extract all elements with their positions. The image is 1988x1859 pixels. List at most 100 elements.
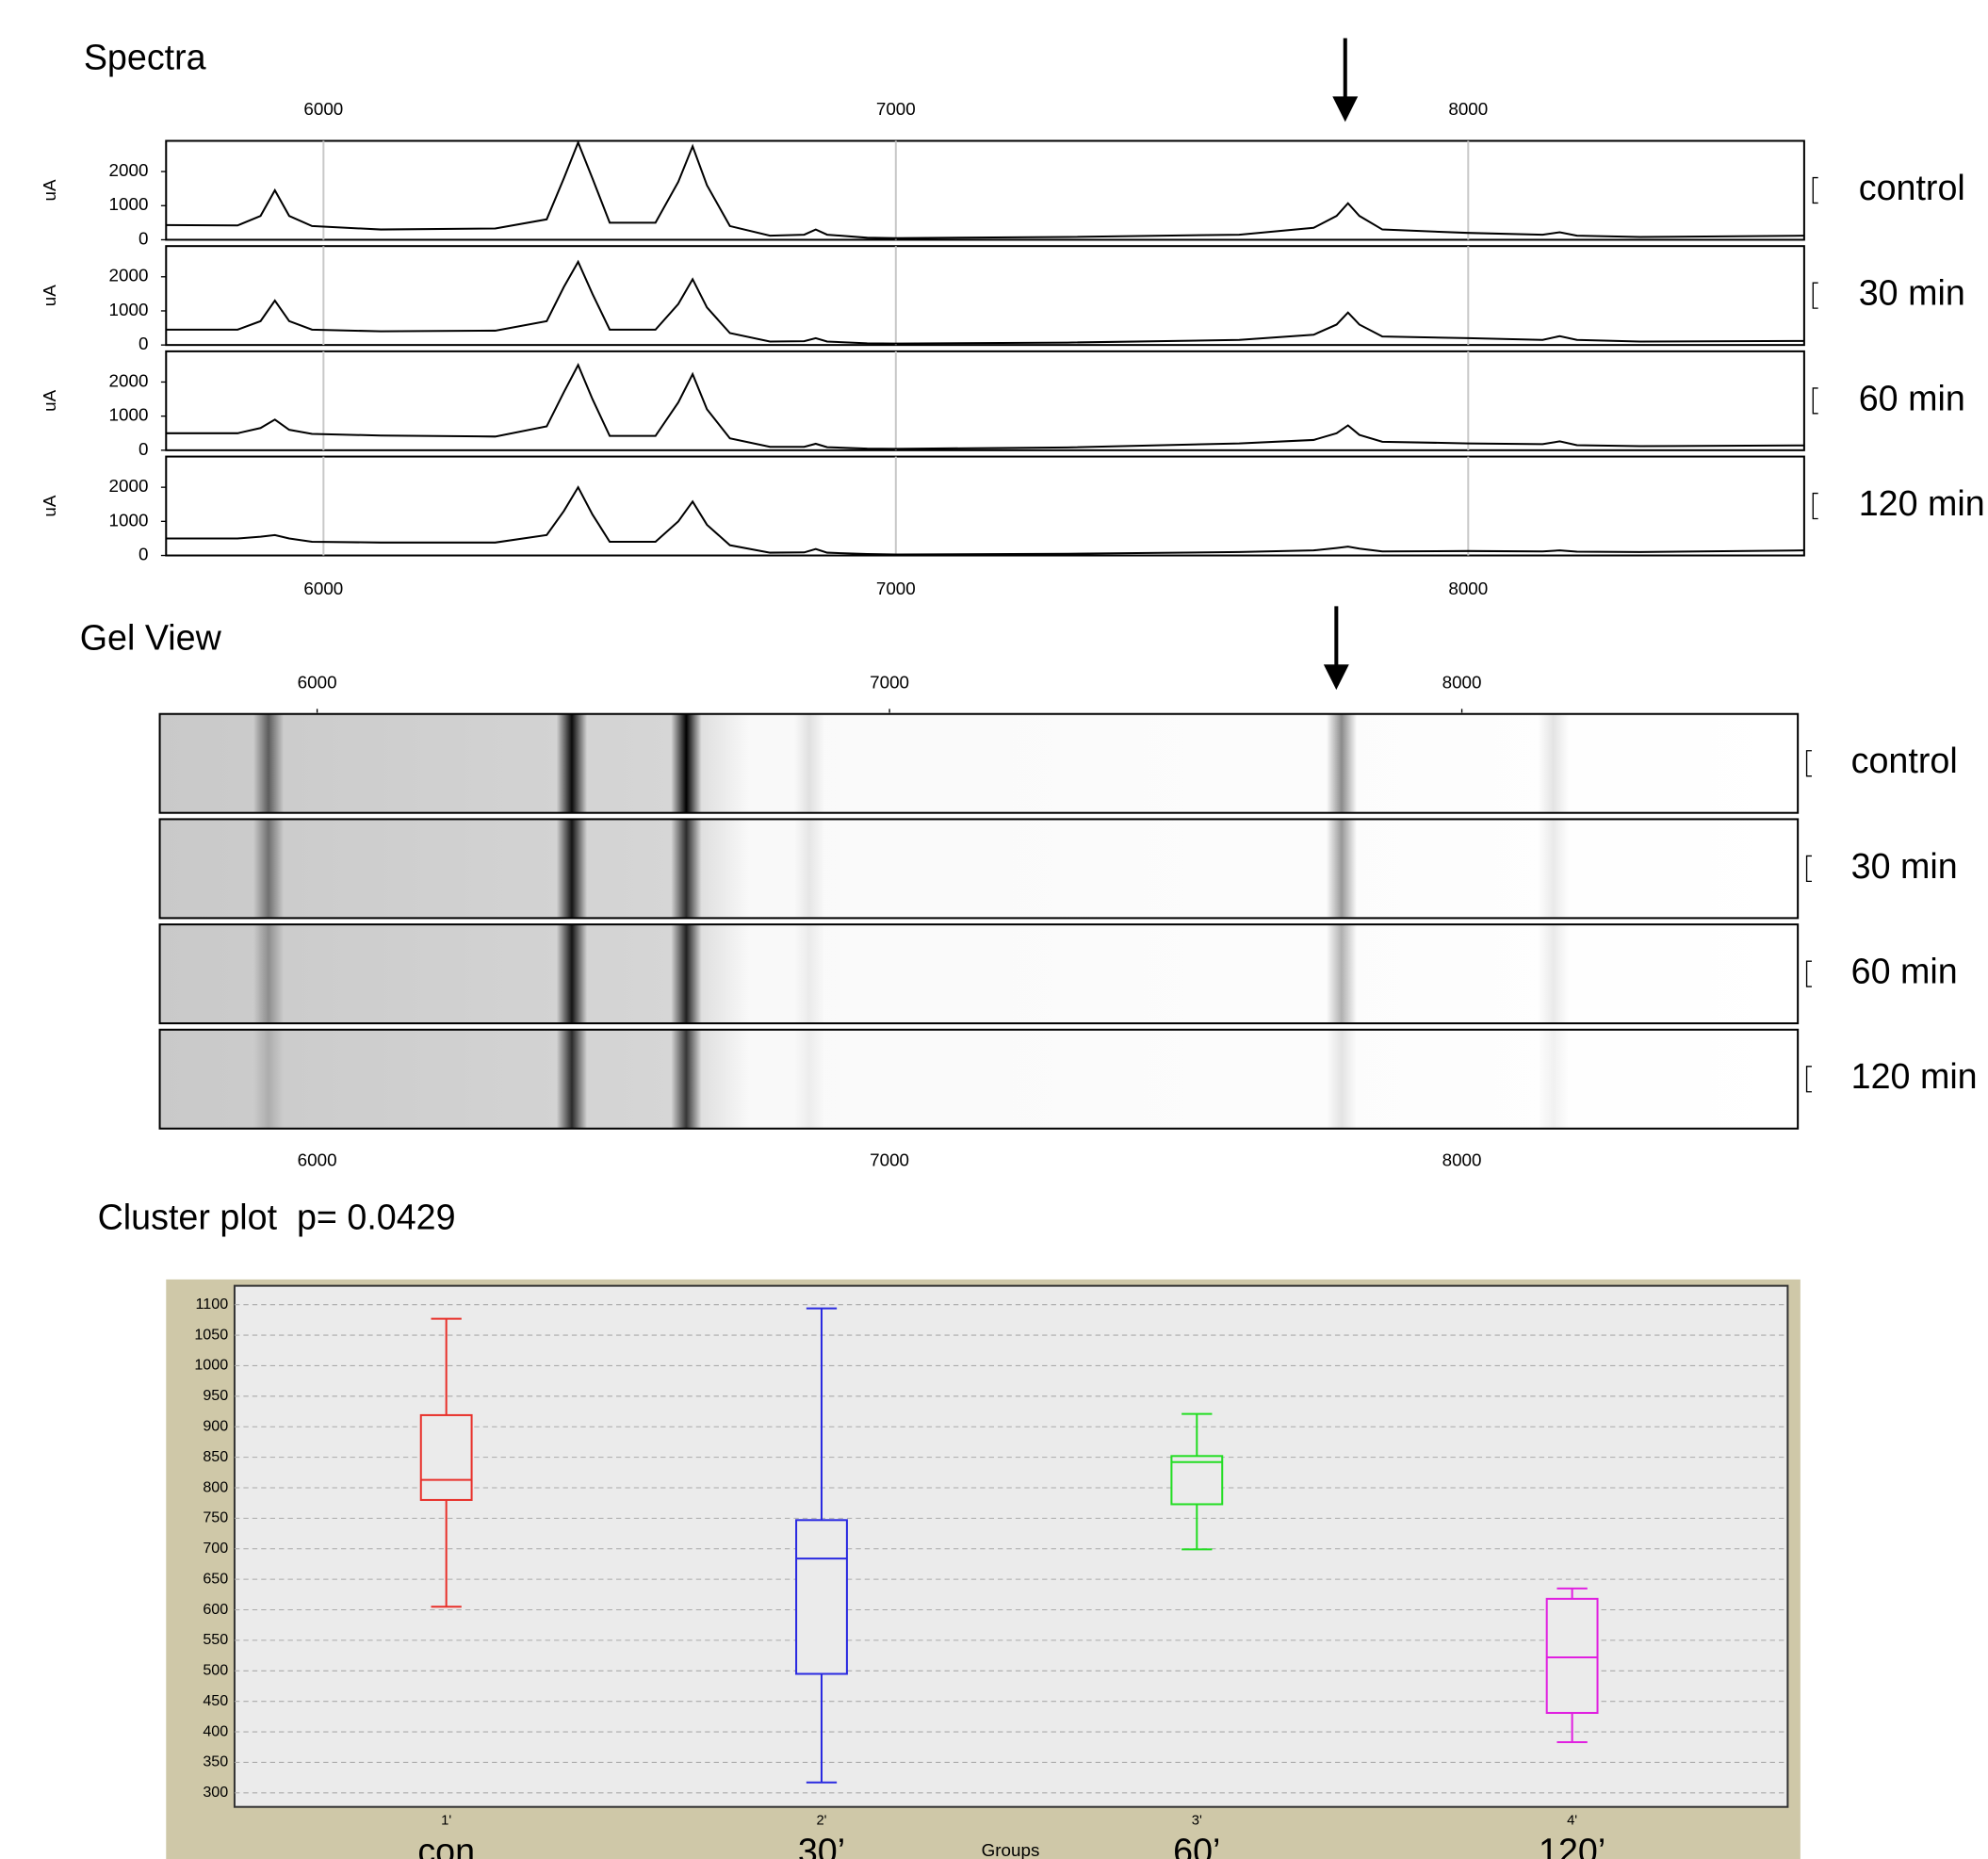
x-tick-label: 3' bbox=[1192, 1813, 1202, 1828]
group-label: 60’ bbox=[1173, 1831, 1220, 1859]
gel-band bbox=[794, 924, 824, 1023]
x-tick-label: 8000 bbox=[1448, 99, 1488, 119]
y-tick-label: 1000 bbox=[194, 1357, 228, 1374]
x-tick-label: 1' bbox=[441, 1813, 451, 1828]
x-tick-label: 8000 bbox=[1442, 1150, 1482, 1170]
y-tick-label: 750 bbox=[203, 1509, 228, 1526]
box-title: Cluster plot p= 0.0429 bbox=[98, 1198, 456, 1237]
x-tick-label: 2' bbox=[816, 1813, 826, 1828]
gel-band bbox=[253, 1030, 284, 1129]
lane-label: 120 min bbox=[1859, 483, 1985, 523]
x-tick-label: 8000 bbox=[1448, 579, 1488, 598]
lane-bracket bbox=[1813, 178, 1817, 204]
y-axis-label: uA bbox=[40, 285, 59, 306]
gel-band bbox=[671, 1030, 701, 1129]
gel-band bbox=[1539, 714, 1569, 813]
x-tick-label: 8000 bbox=[1442, 672, 1482, 692]
gel-band bbox=[1539, 924, 1569, 1023]
x-tick-label: 7000 bbox=[870, 672, 909, 692]
group-label: 120’ bbox=[1539, 1831, 1605, 1859]
y-tick-label: 0 bbox=[139, 334, 148, 353]
y-tick-label: 0 bbox=[139, 439, 148, 459]
y-tick-label: 1050 bbox=[194, 1326, 228, 1343]
y-tick-label: 300 bbox=[203, 1784, 228, 1801]
x-tick-label: 6000 bbox=[298, 1150, 337, 1170]
panel bbox=[166, 457, 1804, 556]
gel-band bbox=[557, 924, 587, 1023]
y-tick-label: 600 bbox=[203, 1601, 228, 1618]
gel-band bbox=[1327, 819, 1357, 918]
x-tick-label: 7000 bbox=[870, 1150, 909, 1170]
y-tick-label: 500 bbox=[203, 1662, 228, 1679]
lane-label: 60 min bbox=[1859, 378, 1965, 417]
y-tick-label: 2000 bbox=[109, 266, 149, 285]
lane-bracket bbox=[1813, 388, 1817, 414]
gel-band bbox=[1539, 819, 1569, 918]
lane-bracket bbox=[1813, 494, 1817, 519]
gel-title: Gel View bbox=[80, 618, 222, 658]
y-axis-label: uA bbox=[40, 179, 59, 201]
x-tick-label: 4' bbox=[1567, 1813, 1577, 1828]
y-tick-label: 550 bbox=[203, 1631, 228, 1648]
y-tick-label: 1000 bbox=[109, 194, 149, 214]
y-tick-label: 2000 bbox=[109, 370, 149, 390]
lane-bracket bbox=[1807, 961, 1812, 987]
gel-band bbox=[1327, 714, 1357, 813]
gel-band bbox=[557, 714, 587, 813]
group-label: 30’ bbox=[798, 1831, 845, 1859]
y-tick-label: 950 bbox=[203, 1387, 228, 1404]
x-tick-label: 6000 bbox=[298, 672, 337, 692]
gel-band bbox=[253, 714, 284, 813]
y-tick-label: 0 bbox=[139, 228, 148, 248]
gel-band bbox=[671, 714, 701, 813]
y-tick-label: 800 bbox=[203, 1478, 228, 1495]
y-tick-label: 1000 bbox=[109, 510, 149, 530]
y-axis-label: uA bbox=[40, 389, 59, 411]
gel-band bbox=[794, 819, 824, 918]
x-tick-label: 7000 bbox=[876, 579, 916, 598]
x-axis-label: Groups bbox=[982, 1840, 1040, 1859]
y-tick-label: 850 bbox=[203, 1448, 228, 1465]
box bbox=[421, 1415, 472, 1500]
gel-band bbox=[253, 924, 284, 1023]
figure: Spectra Gel View Cluster plot p= 0.0429 … bbox=[0, 0, 1988, 1859]
gel-band bbox=[671, 819, 701, 918]
y-tick-label: 1100 bbox=[196, 1296, 229, 1313]
lane-bracket bbox=[1807, 856, 1812, 881]
box bbox=[1547, 1599, 1598, 1713]
y-tick-label: 2000 bbox=[109, 476, 149, 496]
gel-band bbox=[557, 1030, 587, 1129]
y-tick-label: 900 bbox=[203, 1417, 228, 1434]
y-tick-label: 450 bbox=[203, 1692, 228, 1709]
y-tick-label: 400 bbox=[203, 1722, 228, 1739]
arrow bbox=[1324, 606, 1349, 690]
y-tick-label: 1000 bbox=[109, 300, 149, 319]
gel-band bbox=[1327, 924, 1357, 1023]
panel bbox=[166, 140, 1804, 239]
spectra-title: Spectra bbox=[84, 37, 206, 76]
box bbox=[796, 1520, 847, 1673]
y-tick-label: 1000 bbox=[109, 405, 149, 425]
gel-band bbox=[794, 714, 824, 813]
y-tick-label: 2000 bbox=[109, 160, 149, 180]
lane-label: 60 min bbox=[1851, 952, 1958, 991]
x-tick-label: 6000 bbox=[303, 579, 343, 598]
lane-label: 30 min bbox=[1859, 273, 1965, 313]
plot-area bbox=[235, 1286, 1787, 1807]
panel bbox=[166, 246, 1804, 345]
y-axis-label: uA bbox=[40, 495, 59, 516]
lane-bracket bbox=[1813, 283, 1817, 308]
x-tick-label: 7000 bbox=[876, 99, 916, 119]
lane-label: 120 min bbox=[1851, 1056, 1978, 1096]
y-tick-label: 350 bbox=[203, 1753, 228, 1770]
lane-label: 30 min bbox=[1851, 846, 1958, 886]
group-label: con bbox=[417, 1831, 475, 1859]
gel-band bbox=[1327, 1030, 1357, 1129]
gel-band bbox=[794, 1030, 824, 1129]
lane-bracket bbox=[1807, 751, 1812, 776]
y-tick-label: 0 bbox=[139, 544, 148, 563]
gel-band bbox=[1539, 1030, 1569, 1129]
lane-bracket bbox=[1807, 1067, 1812, 1092]
box bbox=[1171, 1456, 1222, 1504]
gel-band bbox=[253, 819, 284, 918]
